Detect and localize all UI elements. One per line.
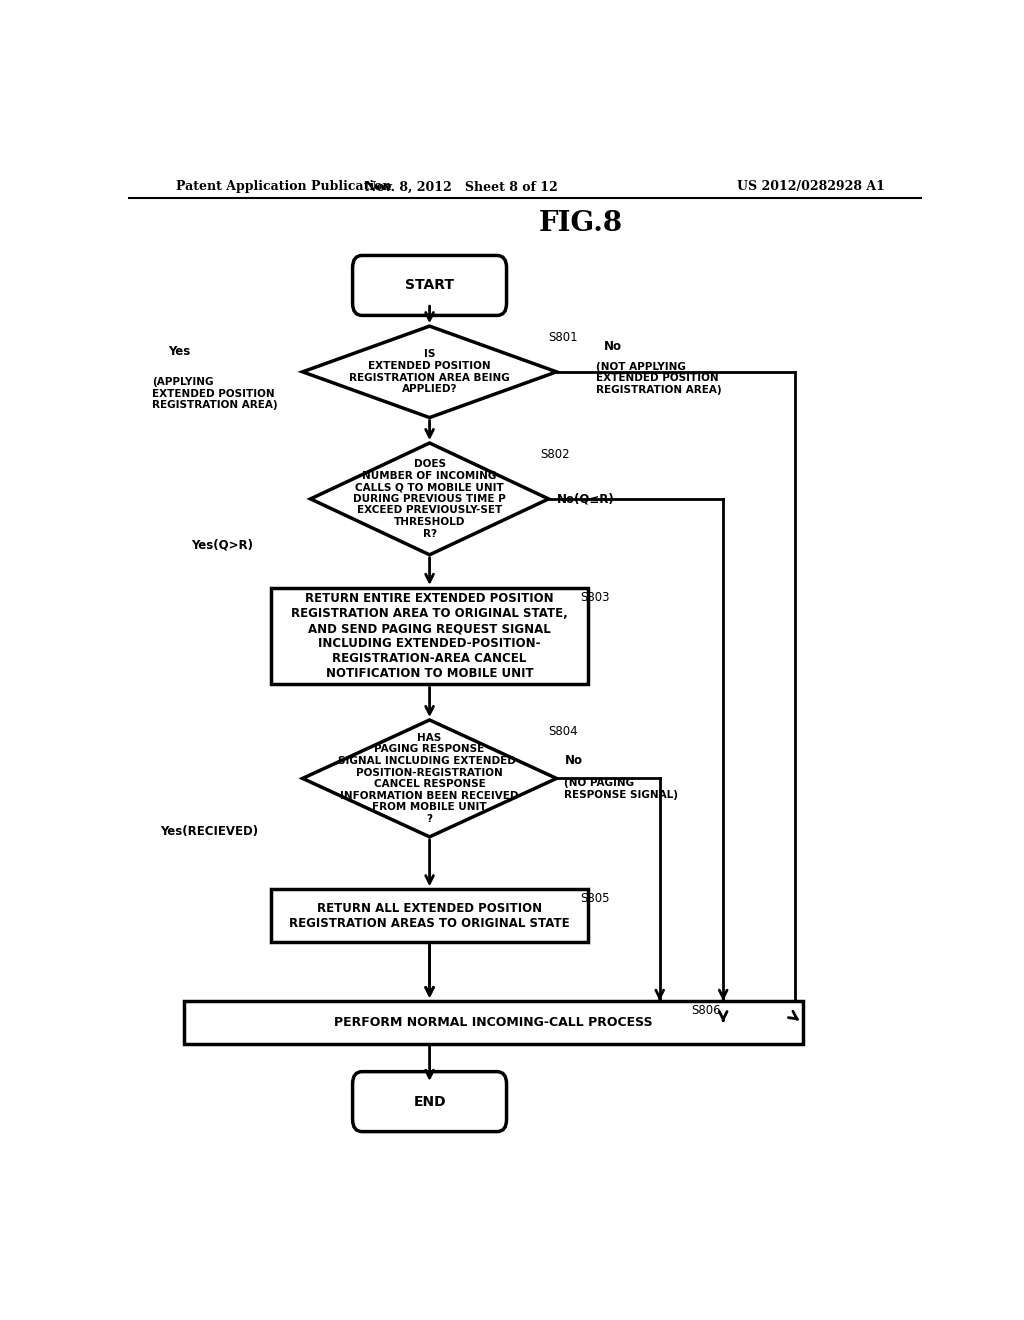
FancyBboxPatch shape — [352, 1072, 507, 1131]
FancyBboxPatch shape — [270, 587, 588, 684]
Text: (APPLYING
EXTENDED POSITION
REGISTRATION AREA): (APPLYING EXTENDED POSITION REGISTRATION… — [152, 378, 278, 411]
Text: Yes: Yes — [168, 345, 189, 358]
Text: No: No — [604, 341, 623, 352]
Text: S803: S803 — [581, 591, 610, 603]
Text: S802: S802 — [541, 447, 570, 461]
Polygon shape — [310, 444, 549, 554]
Text: HAS
PAGING RESPONSE
SIGNAL INCLUDING EXTENDED-
POSITION-REGISTRATION
CANCEL RESP: HAS PAGING RESPONSE SIGNAL INCLUDING EXT… — [338, 733, 521, 824]
Text: Patent Application Publication: Patent Application Publication — [176, 181, 391, 193]
Text: S805: S805 — [581, 892, 610, 906]
Text: START: START — [406, 279, 454, 293]
FancyBboxPatch shape — [183, 1001, 803, 1044]
Text: PERFORM NORMAL INCOMING-CALL PROCESS: PERFORM NORMAL INCOMING-CALL PROCESS — [334, 1016, 652, 1028]
FancyBboxPatch shape — [352, 256, 507, 315]
Text: Yes(Q>R): Yes(Q>R) — [191, 539, 254, 552]
Text: FIG.8: FIG.8 — [539, 210, 623, 238]
Text: (NO PAGING
RESPONSE SIGNAL): (NO PAGING RESPONSE SIGNAL) — [564, 779, 679, 800]
Text: RETURN ALL EXTENDED POSITION
REGISTRATION AREAS TO ORIGINAL STATE: RETURN ALL EXTENDED POSITION REGISTRATIO… — [289, 902, 570, 929]
Text: (NOT APPLYING
EXTENDED POSITION
REGISTRATION AREA): (NOT APPLYING EXTENDED POSITION REGISTRA… — [596, 362, 722, 395]
Text: No: No — [564, 754, 583, 767]
FancyBboxPatch shape — [270, 890, 588, 942]
Text: RETURN ENTIRE EXTENDED POSITION
REGISTRATION AREA TO ORIGINAL STATE,
AND SEND PA: RETURN ENTIRE EXTENDED POSITION REGISTRA… — [291, 593, 568, 680]
Text: S804: S804 — [549, 725, 579, 738]
Polygon shape — [303, 719, 557, 837]
Text: S806: S806 — [691, 1005, 721, 1016]
Text: IS
EXTENDED POSITION
REGISTRATION AREA BEING
APPLIED?: IS EXTENDED POSITION REGISTRATION AREA B… — [349, 350, 510, 395]
Text: Nov. 8, 2012   Sheet 8 of 12: Nov. 8, 2012 Sheet 8 of 12 — [365, 181, 558, 193]
Text: END: END — [414, 1094, 445, 1109]
Polygon shape — [303, 326, 557, 417]
Text: US 2012/0282928 A1: US 2012/0282928 A1 — [736, 181, 885, 193]
Text: No(Q≤R): No(Q≤R) — [557, 492, 614, 506]
Text: S801: S801 — [549, 331, 579, 345]
Text: Yes(RECIEVED): Yes(RECIEVED) — [160, 825, 258, 838]
Text: DOES
NUMBER OF INCOMING
CALLS Q TO MOBILE UNIT
DURING PREVIOUS TIME P
EXCEED PRE: DOES NUMBER OF INCOMING CALLS Q TO MOBIL… — [353, 459, 506, 539]
